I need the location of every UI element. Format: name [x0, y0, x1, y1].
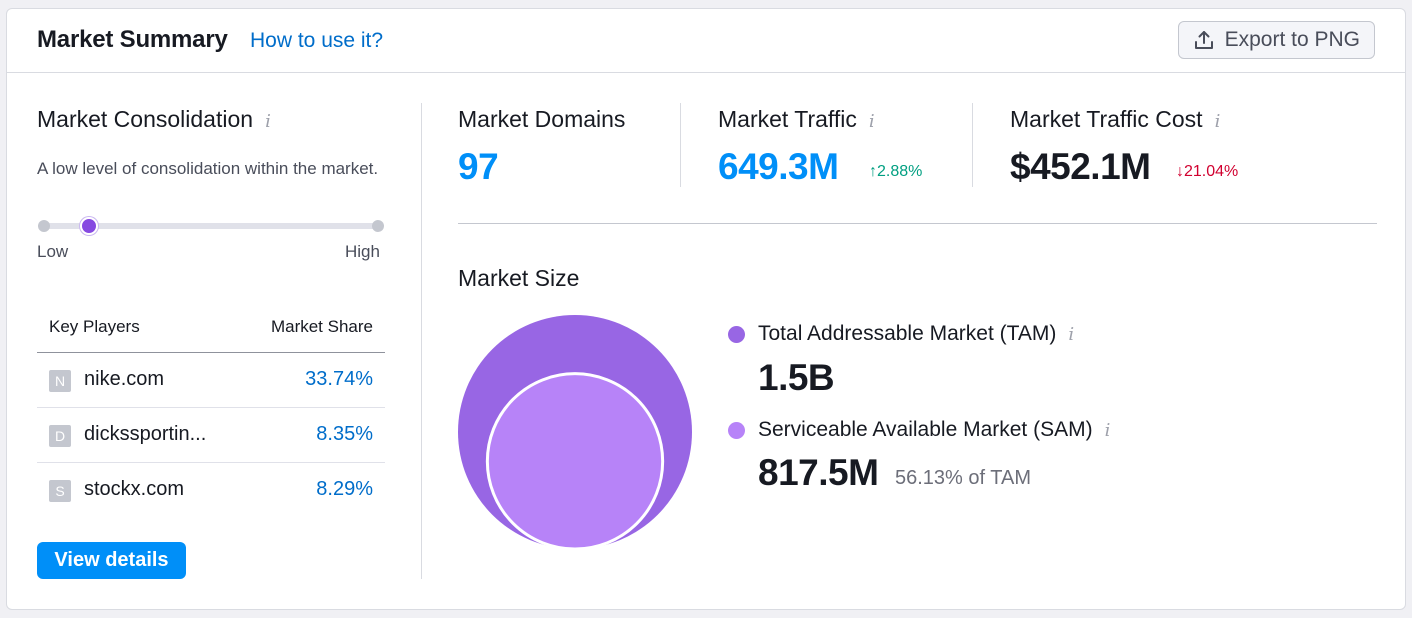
info-icon[interactable]: i: [1104, 420, 1111, 441]
sam-value: 817.5M: [758, 452, 879, 493]
player-share[interactable]: 8.35%: [316, 423, 373, 445]
consolidation-description: A low level of consolidation within the …: [37, 159, 379, 178]
card-header: Market Summary How to use it? Export to …: [7, 9, 1405, 73]
upload-icon: [1194, 31, 1213, 49]
tam-legend-dot: [728, 326, 745, 343]
info-icon[interactable]: i: [1214, 111, 1221, 132]
market-summary-card: Market Summary How to use it? Export to …: [6, 8, 1406, 610]
market-size-chart: [458, 315, 692, 550]
favicon: S: [49, 480, 71, 502]
market-traffic-label: Market Traffic i: [718, 106, 875, 133]
table-row: N nike.com 33.74%: [37, 353, 385, 408]
section-divider: [458, 223, 1377, 224]
tam-value: 1.5B: [758, 357, 835, 398]
view-details-button[interactable]: View details: [37, 542, 186, 579]
market-domains-label: Market Domains: [458, 106, 626, 132]
market-traffic-cost-value: $452.1M: [1010, 146, 1151, 187]
metric-divider: [680, 103, 681, 187]
cost-delta: ↓21.04%: [1176, 163, 1239, 180]
player-share[interactable]: 8.29%: [316, 478, 373, 500]
export-png-button[interactable]: Export to PNG: [1177, 21, 1375, 59]
sam-percent-of-tam: 56.13% of TAM: [895, 467, 1031, 489]
info-icon[interactable]: i: [265, 111, 271, 132]
slider-high-label: High: [345, 242, 380, 261]
slider-knob: [79, 217, 98, 235]
key-players-header: Key Players Market Share: [37, 315, 385, 353]
export-button-label: Export to PNG: [1224, 28, 1360, 51]
tam-label: Total Addressable Market (TAM): [758, 322, 1057, 345]
consolidation-title-text: Market Consolidation: [37, 106, 254, 132]
market-traffic-value[interactable]: 649.3M: [718, 146, 839, 187]
table-row: D dickssportin... 8.35%: [37, 408, 385, 463]
sam-legend-dot: [728, 422, 745, 439]
favicon: N: [49, 370, 71, 392]
consolidation-title: Market Consolidation i: [37, 106, 271, 133]
player-domain: stockx.com: [84, 478, 185, 500]
slider-start-dot: [38, 220, 50, 232]
player-domain: nike.com: [84, 368, 165, 390]
market-traffic-cost-label-text: Market Traffic Cost: [1010, 106, 1203, 132]
page-title: Market Summary: [37, 26, 228, 53]
table-row: S stockx.com 8.29%: [37, 463, 385, 518]
slider-end-dot: [372, 220, 384, 232]
sam-label: Serviceable Available Market (SAM): [758, 418, 1093, 441]
player-share[interactable]: 33.74%: [305, 368, 373, 390]
sam-circle: [485, 372, 665, 550]
col-key-players: Key Players: [49, 317, 140, 336]
column-divider: [421, 103, 422, 579]
info-icon[interactable]: i: [1068, 324, 1075, 345]
market-domains-value[interactable]: 97: [458, 146, 499, 187]
sam-legend: Serviceable Available Market (SAM) i: [758, 418, 1110, 442]
consolidation-slider: [38, 217, 384, 235]
slider-low-label: Low: [37, 242, 69, 261]
player-domain: dickssportin...: [84, 423, 207, 445]
info-icon[interactable]: i: [868, 111, 875, 132]
market-traffic-label-text: Market Traffic: [718, 106, 857, 132]
metric-divider: [972, 103, 973, 187]
favicon: D: [49, 425, 71, 447]
traffic-delta: ↑2.88%: [869, 163, 923, 180]
how-to-use-link[interactable]: How to use it?: [250, 29, 384, 52]
col-market-share: Market Share: [270, 317, 373, 336]
market-size-title: Market Size: [458, 265, 580, 291]
market-traffic-cost-label: Market Traffic Cost i: [1010, 106, 1220, 133]
tam-legend: Total Addressable Market (TAM) i: [758, 322, 1074, 346]
